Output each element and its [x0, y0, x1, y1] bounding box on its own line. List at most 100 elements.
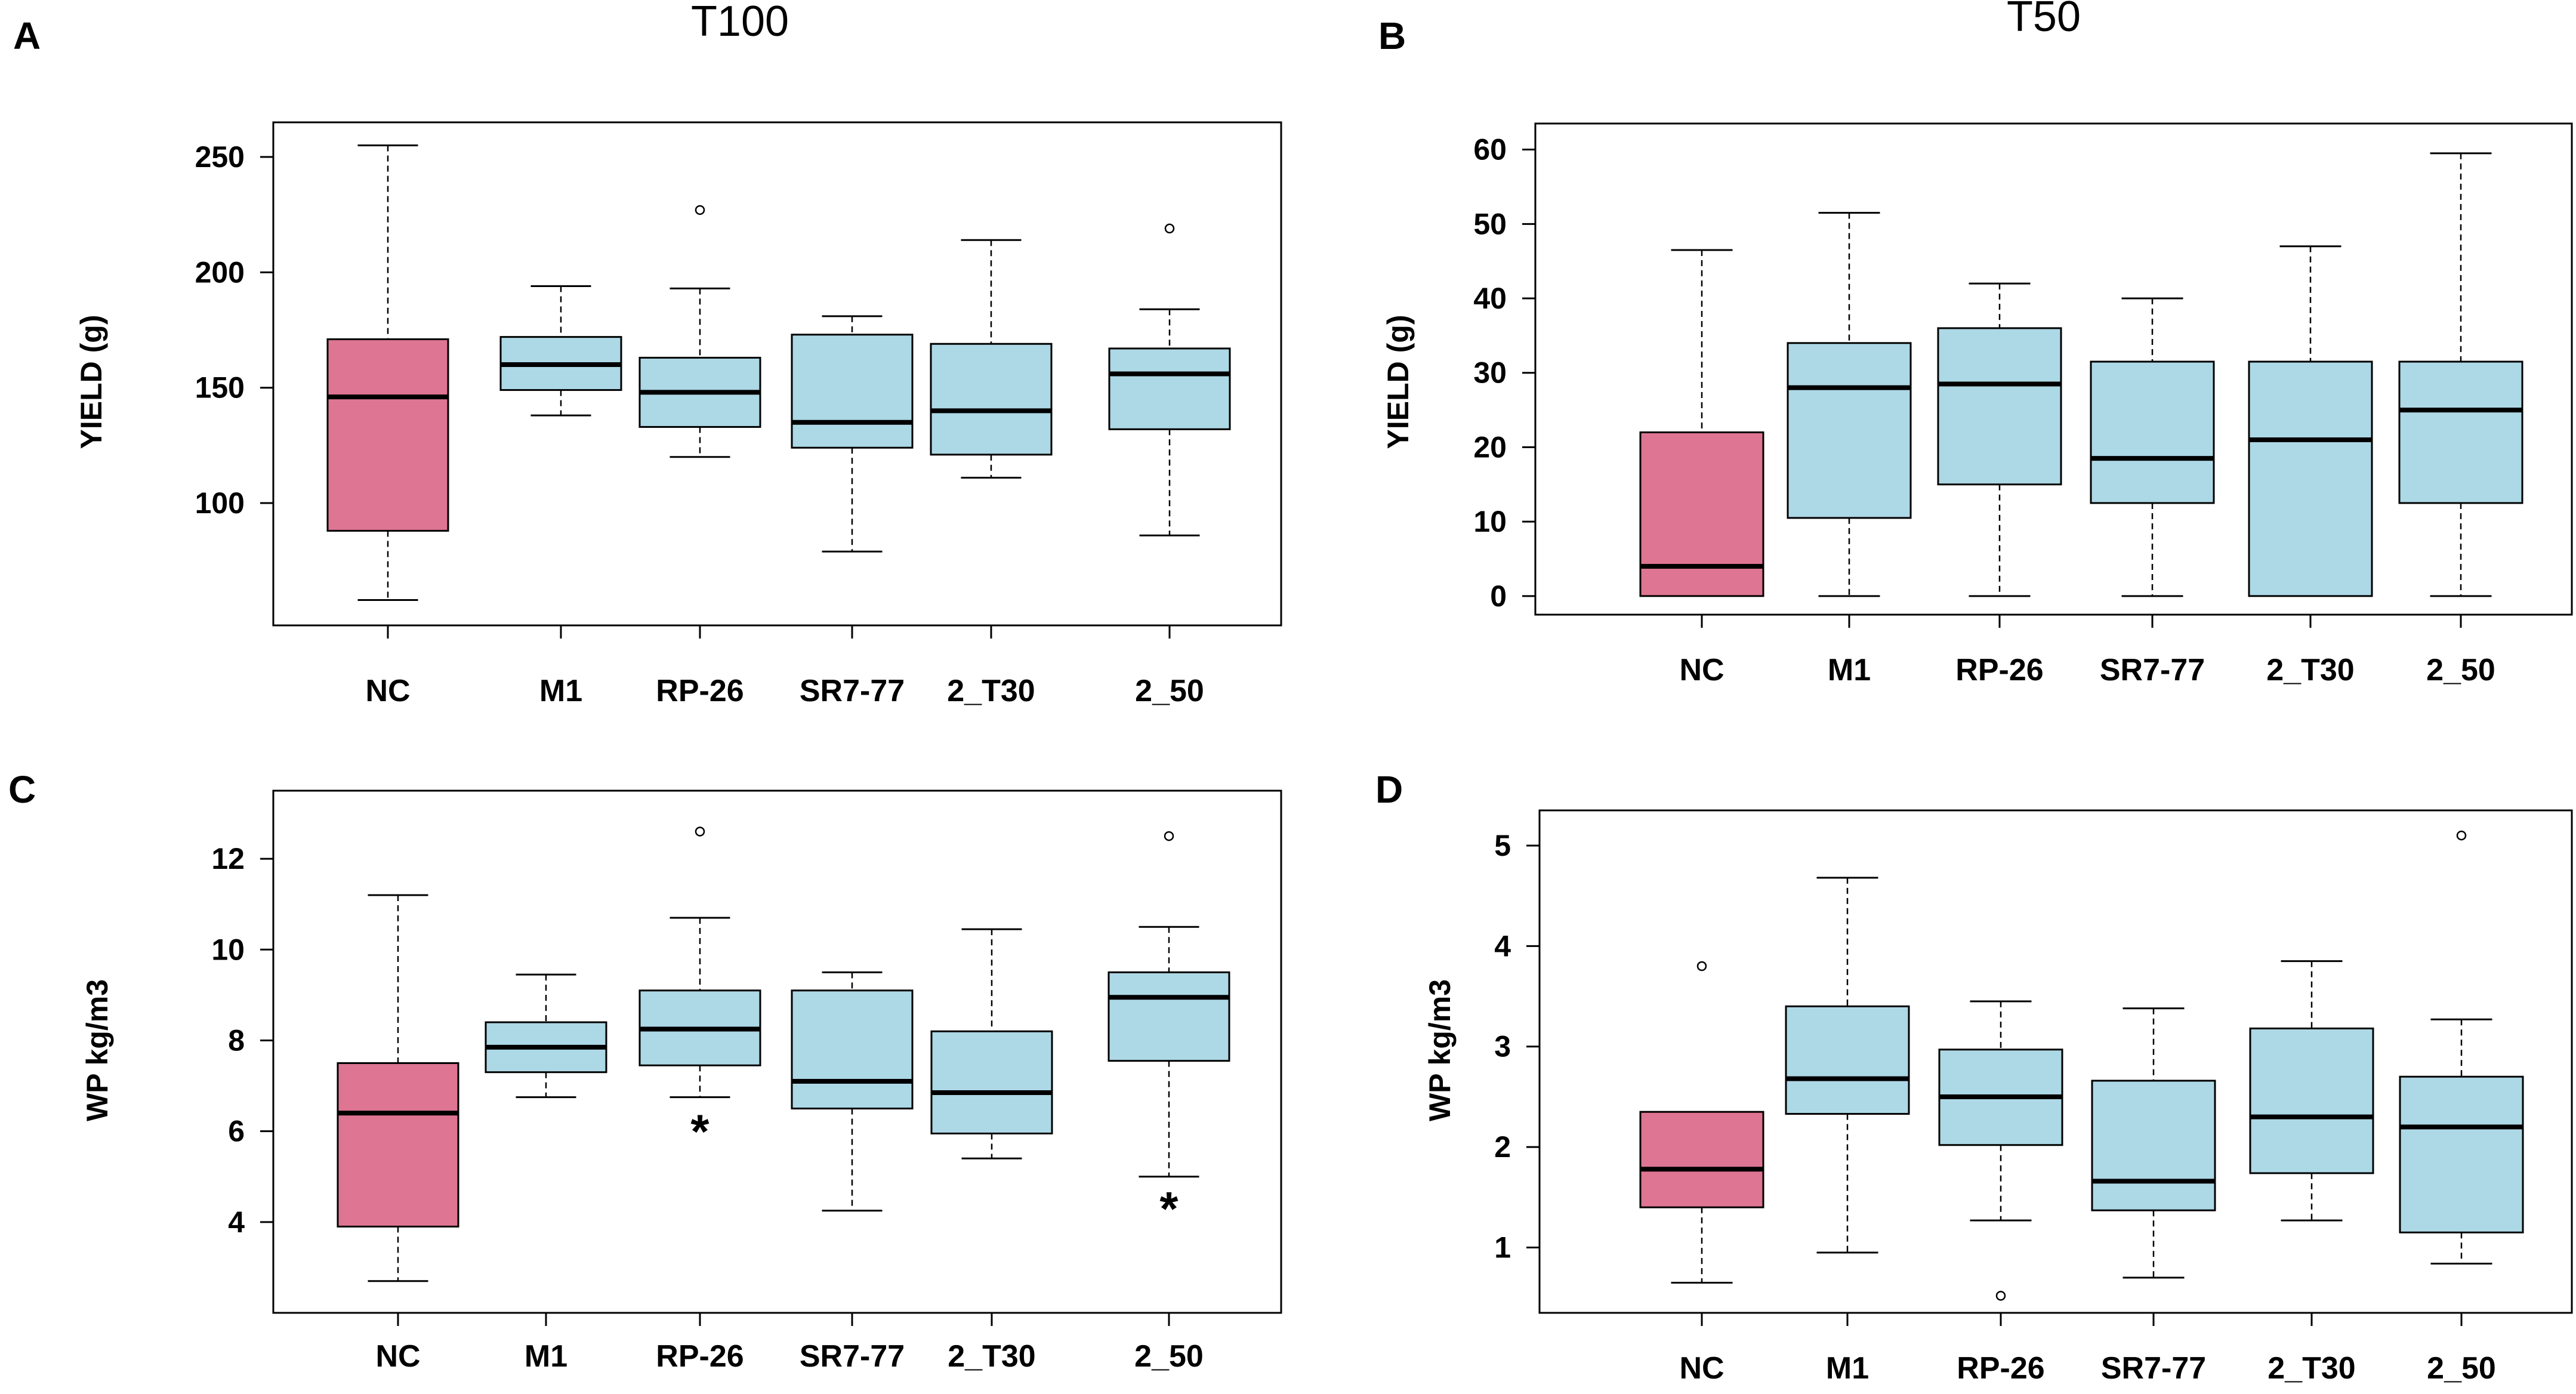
panel-a: A YIELD (g) 100 150 200 250 NC M1 RP-26 SR7-77 2…: [13, 14, 1282, 708]
box-2_t30: [2248, 245, 2373, 597]
box-m1: [1785, 877, 1910, 1254]
y-tick-label: 200: [195, 255, 245, 289]
box-rp-26: [1938, 1000, 2063, 1301]
box-nc: [1639, 249, 1764, 597]
box-iqr: [2398, 360, 2523, 504]
outlier-point: [1696, 961, 1707, 972]
box-2_50: [1107, 831, 1230, 1178]
x-tick-label: M1: [525, 1339, 567, 1374]
x-tick-label: SR7-77: [800, 1339, 905, 1374]
x-tick-label: RP-26: [656, 674, 744, 708]
box-2_50: [2398, 152, 2523, 597]
box-iqr: [1108, 347, 1231, 430]
x-tick-label: RP-26: [1957, 1351, 2044, 1386]
box-m1: [1787, 212, 1912, 597]
box-2_t30: [2249, 960, 2374, 1222]
box-iqr: [2399, 1075, 2524, 1233]
plot-frame-c: [272, 789, 1282, 1314]
box-nc: [1639, 961, 1764, 1284]
outlier-point: [695, 205, 705, 215]
outlier-point: [695, 826, 705, 837]
x-tick-label: NC: [375, 1339, 420, 1374]
box-m1: [499, 285, 622, 417]
box-rp-26: [638, 826, 761, 1099]
x-tick-label: 2_T30: [948, 1339, 1035, 1374]
y-tick-label: 60: [1473, 133, 1507, 166]
box-sr7-77: [791, 315, 914, 553]
x-tick-label: 2_T30: [2266, 653, 2354, 687]
box-iqr: [2091, 1080, 2216, 1211]
y-tick-label: 150: [195, 371, 245, 405]
panel-b: B YIELD (g) 0 10 20 30 40 50 60 NC M1 RP-26 SR7-77…: [1378, 14, 2573, 687]
panel-letter-b: B: [1378, 14, 1406, 57]
x-tick-label: SR7-77: [800, 674, 905, 708]
outlier-point: [1995, 1291, 2006, 1301]
outlier-point: [2456, 830, 2467, 841]
box-iqr: [1639, 431, 1764, 597]
box-iqr: [1937, 327, 2062, 486]
significance-star: *: [690, 1105, 709, 1158]
x-tick-label: M1: [1826, 1351, 1869, 1386]
box-iqr: [791, 334, 914, 449]
box-2_t30: [930, 239, 1053, 479]
box-rp-26: [638, 205, 761, 458]
panel-letter-a: A: [13, 14, 41, 57]
box-2_t30: [930, 928, 1053, 1159]
box-2_50: [2399, 830, 2524, 1265]
box-m1: [485, 973, 607, 1099]
y-tick-label: 6: [228, 1115, 245, 1148]
box-iqr: [1107, 971, 1230, 1062]
panel-d: D WP kg/m3 1 2 3 4 5 NC M1 RP-26 SR7-77 2_T30 2_50: [1375, 768, 2573, 1386]
box-iqr: [2090, 360, 2215, 504]
y-tick-label: 10: [211, 933, 245, 966]
box-iqr: [1785, 1005, 1910, 1115]
x-tick-label: RP-26: [1955, 653, 2043, 687]
box-nc: [337, 894, 459, 1282]
x-tick-label: 2_50: [2427, 1351, 2496, 1386]
column-title-t50: T50: [2007, 0, 2081, 41]
y-tick-label: 3: [1494, 1030, 1511, 1063]
y-tick-label: 8: [228, 1023, 245, 1057]
x-tick-label: RP-26: [656, 1339, 744, 1374]
plot-frame-d: [1538, 809, 2573, 1314]
plot-frame-b: [1534, 122, 2573, 616]
x-tick-label: 2_50: [2426, 653, 2495, 687]
x-tick-label: SR7-77: [2101, 1351, 2206, 1386]
box-rp-26: [1937, 282, 2062, 597]
y-tick-label: 40: [1473, 282, 1507, 315]
y-tick-label: 10: [1473, 505, 1507, 538]
panel-letter-d: D: [1375, 768, 1403, 811]
y-tick-label: 5: [1494, 829, 1511, 862]
y-axis-label-a: YIELD (g): [75, 315, 108, 449]
box-sr7-77: [2090, 297, 2215, 597]
y-tick-label: 2: [1494, 1130, 1511, 1164]
y-axis-label-d: WP kg/m3: [1423, 979, 1457, 1121]
x-tick-label: 2_50: [1135, 674, 1204, 708]
y-axis-label-b: YIELD (g): [1381, 315, 1415, 449]
box-iqr: [930, 1030, 1053, 1134]
y-tick-label: 4: [1494, 929, 1511, 963]
y-tick-label: 20: [1473, 430, 1507, 464]
box-iqr: [2248, 360, 2373, 597]
y-tick-label: 50: [1473, 207, 1507, 240]
x-tick-label: 2_T30: [2268, 1351, 2355, 1386]
box-2_50: [1108, 223, 1231, 536]
box-sr7-77: [2091, 1007, 2216, 1279]
x-tick-label: 2_50: [1134, 1339, 1204, 1374]
box-iqr: [930, 343, 1053, 456]
x-tick-label: NC: [1679, 1351, 1724, 1386]
box-iqr: [326, 338, 449, 532]
box-nc: [326, 144, 449, 601]
box-iqr: [1787, 342, 1912, 519]
y-tick-label: 30: [1473, 356, 1507, 390]
y-tick-label: 4: [228, 1205, 245, 1239]
box-iqr: [2249, 1027, 2374, 1174]
outlier-point: [1164, 223, 1175, 234]
panel-letter-c: C: [8, 768, 36, 811]
y-tick-label: 1: [1494, 1231, 1511, 1265]
outlier-point: [1164, 831, 1174, 841]
y-tick-label: 12: [211, 842, 245, 875]
x-tick-label: SR7-77: [2100, 653, 2205, 687]
x-tick-label: NC: [365, 674, 410, 708]
